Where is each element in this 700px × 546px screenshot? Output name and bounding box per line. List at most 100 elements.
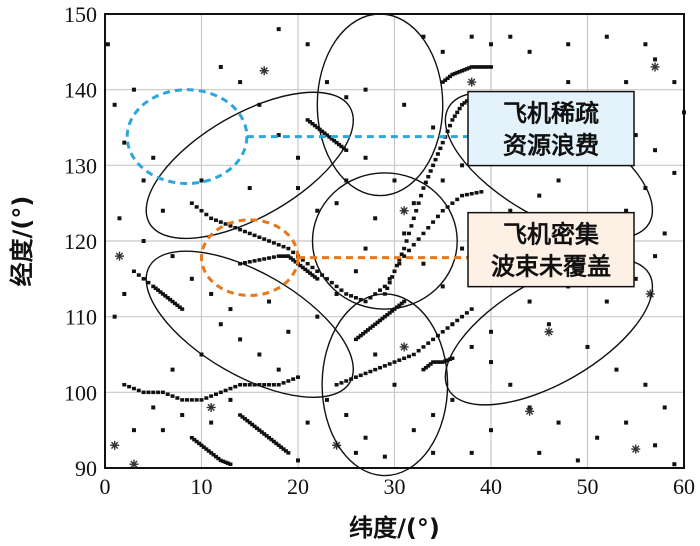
aircraft-point xyxy=(653,148,658,153)
aircraft-point xyxy=(228,462,233,466)
aircraft-point xyxy=(443,78,448,82)
aircraft-point xyxy=(226,461,231,466)
aircraft-point xyxy=(489,428,493,433)
aircraft-point xyxy=(363,155,368,160)
aircraft-point xyxy=(375,320,380,325)
aircraft-point xyxy=(426,364,431,368)
aircraft-point xyxy=(194,398,199,402)
aircraft-point xyxy=(353,450,358,455)
aircraft-point xyxy=(462,68,467,72)
aircraft-point xyxy=(322,131,327,135)
aircraft-point xyxy=(165,296,170,300)
aircraft-point xyxy=(228,386,233,391)
x-tick-labels: 0 10 20 30 40 50 60 xyxy=(100,474,696,499)
aircraft-point xyxy=(122,291,127,296)
beam-ellipse xyxy=(316,13,444,197)
aircraft-point xyxy=(428,169,433,173)
aircraft-point xyxy=(464,311,469,315)
aircraft-point xyxy=(472,65,477,69)
aircraft-point xyxy=(324,80,329,85)
aircraft-point xyxy=(122,140,127,145)
aircraft-point xyxy=(141,390,146,395)
aircraft-point xyxy=(209,291,214,296)
aircraft-point xyxy=(653,254,658,259)
aircraft-point xyxy=(170,367,175,372)
star-point xyxy=(110,440,120,450)
aircraft-point xyxy=(141,178,146,183)
y-tick-labels: 90 100 110 120 130 140 150 xyxy=(64,2,97,481)
aircraft-point xyxy=(276,383,281,387)
aircraft-point xyxy=(469,191,474,196)
aircraft-point xyxy=(276,27,281,32)
aircraft-point xyxy=(406,248,411,253)
aircraft-point xyxy=(257,428,262,432)
aircraft-point xyxy=(194,439,199,444)
aircraft-point xyxy=(339,288,344,292)
aircraft-point xyxy=(296,375,300,379)
aircraft-point xyxy=(419,193,424,198)
aircraft-point xyxy=(469,450,474,455)
aircraft-point xyxy=(238,80,243,85)
y-tick-label: 100 xyxy=(64,380,97,405)
aircraft-point xyxy=(238,227,243,232)
aircraft-point xyxy=(368,296,373,300)
aircraft-point xyxy=(604,34,609,39)
aircraft-point xyxy=(146,280,151,285)
aircraft-point xyxy=(127,384,132,389)
aircraft-point xyxy=(431,337,436,342)
aircraft-point xyxy=(259,430,264,434)
x-tick-label: 40 xyxy=(480,474,502,499)
aircraft-point xyxy=(279,254,284,258)
aircraft-point xyxy=(431,125,436,130)
aircraft-point xyxy=(216,456,221,461)
aircraft-point xyxy=(271,255,276,259)
aircraft-point xyxy=(209,394,214,398)
aircraft-point xyxy=(283,254,288,258)
aircraft-point xyxy=(247,260,252,264)
aircraft-point xyxy=(399,252,404,256)
aircraft-point xyxy=(385,286,390,291)
aircraft-point xyxy=(566,42,571,47)
aircraft-point xyxy=(484,65,489,69)
aircraft-point xyxy=(464,99,469,103)
aircraft-point xyxy=(385,313,390,317)
aircraft-point xyxy=(390,275,395,279)
aircraft-point xyxy=(457,69,462,74)
aircraft-point xyxy=(537,193,542,198)
aircraft-point xyxy=(460,69,465,73)
aircraft-point xyxy=(445,76,450,81)
aircraft-point xyxy=(201,445,206,449)
aircraft-point xyxy=(353,375,358,379)
aircraft-point xyxy=(546,322,551,327)
aircraft-point xyxy=(368,369,373,374)
aircraft-point xyxy=(168,297,173,302)
aircraft-point xyxy=(672,80,677,85)
aircraft-point xyxy=(269,437,274,442)
aircraft-point xyxy=(242,417,247,421)
aircraft-point xyxy=(450,72,455,77)
aircraft-point xyxy=(156,288,161,292)
aircraft-point xyxy=(489,360,493,365)
aircraft-point xyxy=(175,303,180,308)
aircraft-point xyxy=(308,120,313,124)
y-tick-label: 150 xyxy=(64,2,97,27)
star-point xyxy=(399,206,409,216)
aircraft-point xyxy=(247,186,252,191)
aircraft-point xyxy=(211,453,216,457)
aircraft-point xyxy=(151,390,156,395)
aircraft-point xyxy=(262,432,267,436)
aircraft-point xyxy=(356,335,361,340)
aircraft-point xyxy=(662,405,667,410)
aircraft-point xyxy=(218,220,223,224)
aircraft-point xyxy=(387,311,392,315)
aircraft-point xyxy=(416,201,421,205)
aircraft-point xyxy=(204,447,209,451)
aircraft-point xyxy=(267,299,272,304)
aircraft-point xyxy=(344,379,349,383)
aircraft-point xyxy=(416,348,421,353)
aircraft-point xyxy=(653,443,658,448)
star-point xyxy=(206,402,216,412)
x-tick-label: 50 xyxy=(577,474,599,499)
aircraft-point xyxy=(455,318,460,323)
aircraft-point xyxy=(537,450,542,455)
